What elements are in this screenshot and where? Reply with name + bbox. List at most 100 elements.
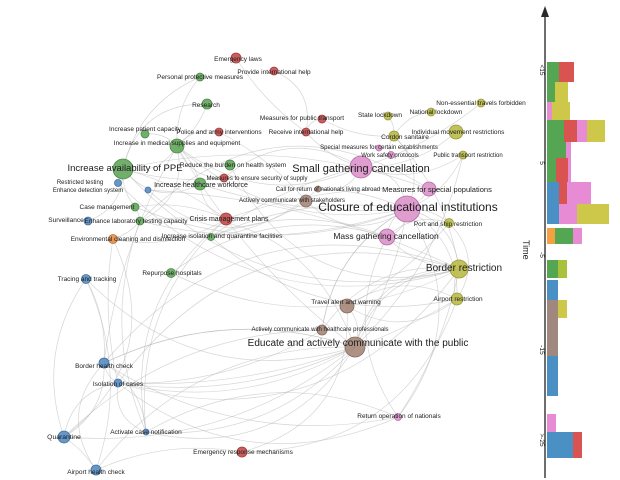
network-edge [53, 278, 87, 438]
network-edge [354, 154, 464, 348]
node-label-actively-communicate-with-stakeholders: Actively communicate with stakeholders [239, 198, 345, 204]
node-label-border-restriction: Border restriction [426, 263, 502, 274]
node-research [201, 98, 213, 110]
node-label-measures-for-public-transport: Measures for public transport [260, 115, 344, 122]
network-edge [144, 218, 227, 433]
node-travel-alert-and-warning [339, 298, 355, 314]
node-reduce-burden-on-health-system [224, 159, 236, 171]
node-label-reduce-burden-on-health-system: Reduce the burden on health system [180, 162, 286, 169]
node-state-lockdown [383, 111, 393, 121]
network-edge [139, 145, 180, 222]
node-environmental-cleaning-and-disinfection [108, 234, 118, 244]
node-public-transport-restriction [458, 150, 468, 160]
network-edge [63, 382, 119, 438]
histogram-segment-brown [547, 300, 558, 318]
node-label-isolation-of-cases: Isolation of cases [93, 381, 144, 388]
node-label-individual-movement-restrictions: Individual movement restrictions [412, 129, 506, 136]
network-edge [63, 346, 356, 439]
histogram-segment-orange [547, 228, 555, 244]
network-edge [210, 219, 388, 238]
node-label-call-for-return-of-nationals-living-abroad: Call for return of nationals living abro… [276, 187, 380, 193]
network-edge [103, 244, 460, 364]
histogram-segment-red [573, 432, 582, 458]
network-edge [393, 135, 460, 270]
node-cordon-sanitaire [388, 130, 400, 142]
node-tracing-and-tracking [81, 274, 91, 284]
node-label-increase-availability-of-ppe: Increase availability of PPE [67, 163, 182, 174]
network-edge [78, 362, 105, 471]
network-edge [85, 278, 356, 361]
node-label-border-health-check: Border health check [75, 363, 134, 370]
time-tick-label: <15 [538, 64, 545, 75]
network-edge [147, 189, 460, 270]
node-label-small-gathering-cancellation: Small gathering cancellation [292, 163, 430, 175]
histogram-segment-olive [552, 102, 570, 120]
node-label-public-transport-restriction: Public transport restriction [433, 153, 502, 159]
node-label-state-lockdown: State lockdown [358, 112, 402, 119]
histogram-segment-pink [566, 142, 571, 158]
network-edge [107, 238, 119, 384]
node-receive-international-help [301, 127, 311, 137]
node-repurpose-hospitals [166, 268, 176, 278]
node-increase-isolation-and-quarantine-facilities [207, 233, 215, 241]
node-port-and-ship-restriction [444, 218, 454, 228]
histogram-segment-pink [573, 228, 582, 244]
node-airport-restriction [450, 292, 464, 306]
node-label-repurpose-hospitals: Repurpose hospitals [142, 270, 202, 277]
histogram-segment-yellowgreen [558, 260, 567, 278]
histogram-segment-blue [547, 356, 558, 396]
time-histogram: <15 5 -5 -15 >-25 Time [521, 6, 609, 478]
network-edge [117, 298, 458, 385]
node-label-enhance-detection-system: Enhance detection system [53, 188, 123, 194]
histogram-segment-green [555, 228, 573, 244]
network-edge [223, 147, 362, 179]
node-special-measures-certain-establishments [375, 144, 383, 152]
node-actively-communicate-with-stakeholders [299, 194, 313, 208]
histogram-segment-green [547, 158, 556, 182]
network-edge [346, 298, 458, 323]
node-label-measures-to-ensure-security-of-supply: Measures to ensure security of supply [206, 176, 307, 182]
network-edge [241, 305, 348, 453]
histogram-segment-red [564, 120, 577, 142]
network-edge [346, 222, 450, 307]
network-edge [85, 278, 111, 471]
histogram-segment-olive [587, 120, 605, 142]
node-label-special-measures-certain-establishments: Special measures for certain establishme… [320, 145, 438, 151]
node-label-quarantine: Quarantine [47, 434, 81, 441]
histogram-segment-pink [559, 204, 577, 224]
network-edge [121, 220, 147, 433]
histogram-segment-red [559, 182, 567, 204]
network-edge [117, 268, 460, 400]
node-label-tracing-and-tracking: Tracing and tracking [58, 276, 117, 283]
node-label-provide-international-help: Provide international help [237, 69, 311, 76]
network-edge [218, 131, 307, 202]
network-edge [176, 145, 362, 186]
network-edge [354, 268, 460, 348]
node-mass-gathering-cancellation [378, 228, 396, 246]
network-edge [176, 145, 356, 348]
time-tick-label: 5 [538, 161, 545, 165]
node-personal-protective-measures [195, 72, 205, 82]
network-edge [95, 346, 356, 471]
node-border-health-check [98, 357, 110, 369]
time-tick-label: >-25 [538, 433, 545, 447]
histogram-segment-pink [547, 102, 552, 120]
network-edge [235, 57, 307, 133]
node-label-restricted-testing: Restricted testing [57, 180, 103, 186]
network-edge [117, 382, 399, 445]
histogram-segment-green [547, 62, 559, 82]
node-label-receive-international-help: Receive international help [269, 129, 344, 136]
node-enhance-detection-system [144, 186, 152, 194]
node-quarantine [57, 430, 71, 444]
node-label-airport-health-check: Airport health check [67, 469, 125, 476]
network-edge [397, 208, 440, 418]
node-label-enhance-laboratory-testing-capacity: Enhance laboratory testing capacity [85, 218, 189, 225]
node-label-cordon-sanitaire: Cordon sanitaire [381, 134, 429, 141]
histogram-segment-pink [568, 158, 571, 182]
node-label-increase-patient-capacity: Increase patient capacity [109, 126, 182, 133]
node-increase-availability-of-ppe [112, 158, 134, 180]
node-isolation-of-cases [113, 378, 123, 388]
node-label-mass-gathering-cancellation: Mass gathering cancellation [333, 231, 439, 241]
network-edge [122, 103, 208, 170]
